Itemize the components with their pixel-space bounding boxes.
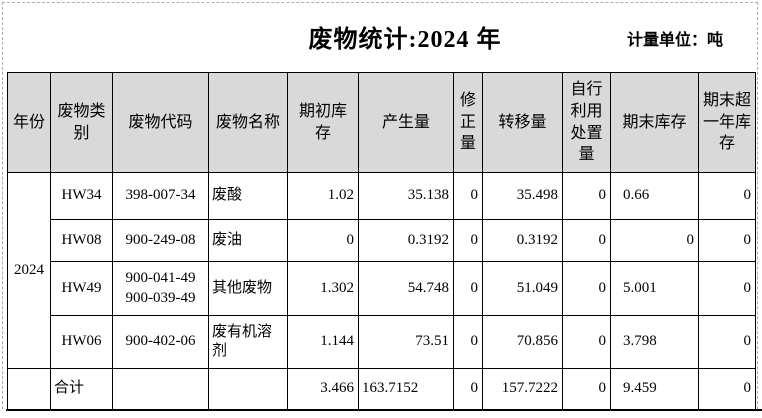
cell-category: HW49 [50, 261, 113, 316]
cell-total-generated: 163.7152 [358, 368, 454, 410]
cell-code: 900-041-49 900-039-49 [112, 261, 209, 316]
cell-opening: 1.302 [287, 261, 359, 316]
cell-corrected: 0 [453, 172, 483, 220]
cell-over-one-year: 0 [698, 315, 756, 369]
cell-total-label: 合计 [50, 368, 113, 410]
cell-year-empty [7, 368, 51, 410]
cell-total-closing: 9.459 [610, 368, 699, 410]
cell-over-one-year: 0 [698, 219, 756, 262]
cell-transferred: 70.856 [482, 315, 563, 369]
cell-corrected: 0 [453, 219, 483, 262]
cell-opening: 0 [287, 219, 359, 262]
cell-generated: 73.51 [358, 315, 454, 369]
header-waste-name: 废物名称 [208, 72, 288, 173]
waste-statistics-table: 年份 废物类别 废物代码 废物名称 期初库存 产生量 修正量 转移量 自行利用处… [7, 72, 756, 410]
cell-self-disposal: 0 [562, 172, 611, 220]
page-title: 废物统计:2024 年 [308, 27, 502, 53]
cell-total-corrected: 0 [453, 368, 483, 410]
cell-code-empty [112, 368, 209, 410]
cell-category: HW34 [50, 172, 113, 220]
cell-transferred: 0.3192 [482, 219, 563, 262]
cell-closing: 0 [610, 219, 699, 262]
cell-total-self-disposal: 0 [562, 368, 611, 410]
cell-total-over-one-year: 0 [698, 368, 756, 410]
table-row: HW08 900-249-08 废油 0 0.3192 0 0.3192 0 0… [8, 219, 756, 262]
header-closing-stock: 期末库存 [610, 72, 699, 173]
header-over-one-year-stock: 期末超一年库存 [698, 72, 756, 173]
cell-name: 废酸 [208, 172, 288, 220]
cell-closing: 3.798 [610, 315, 699, 369]
cell-self-disposal: 0 [562, 219, 611, 262]
table-row: HW06 900-402-06 废有机溶剂 1.144 73.51 0 70.8… [8, 315, 756, 369]
cell-closing: 5.001 [610, 261, 699, 316]
cell-corrected: 0 [453, 315, 483, 369]
cell-total-transferred: 157.7222 [482, 368, 563, 410]
cell-year: 2024 [7, 172, 51, 369]
header-corrected: 修正量 [453, 72, 483, 173]
table-row: 2024 HW34 398-007-34 废酸 1.02 35.138 0 35… [7, 172, 756, 369]
cell-closing: 0.66 [610, 172, 699, 220]
cell-generated: 35.138 [358, 172, 454, 220]
header-opening-stock: 期初库存 [287, 72, 359, 173]
cell-category: HW06 [50, 315, 113, 369]
header-row: 年份 废物类别 废物代码 废物名称 期初库存 产生量 修正量 转移量 自行利用处… [7, 72, 756, 173]
cell-over-one-year: 0 [698, 261, 756, 316]
cell-self-disposal: 0 [562, 261, 611, 316]
header-waste-category: 废物类别 [50, 72, 113, 173]
cell-generated: 54.748 [358, 261, 454, 316]
cell-name: 废有机溶剂 [208, 315, 288, 369]
header-waste-code: 废物代码 [112, 72, 209, 173]
cell-category: HW08 [50, 219, 113, 262]
cell-code: 398-007-34 [112, 172, 209, 220]
header-transferred: 转移量 [482, 72, 563, 173]
cell-generated: 0.3192 [358, 219, 454, 262]
cell-transferred: 51.049 [482, 261, 563, 316]
cell-corrected: 0 [453, 261, 483, 316]
cell-name-empty [208, 368, 288, 410]
cell-name: 其他废物 [208, 261, 288, 316]
measure-unit-label: 计量单位：吨 [627, 32, 724, 49]
cell-opening: 1.144 [287, 315, 359, 369]
header-year: 年份 [7, 72, 51, 173]
cell-transferred: 35.498 [482, 172, 563, 220]
table-row: HW49 900-041-49 900-039-49 其他废物 1.302 54… [8, 261, 756, 316]
cell-opening: 1.02 [287, 172, 359, 220]
cell-code: 900-402-06 [112, 315, 209, 369]
cell-self-disposal: 0 [562, 315, 611, 369]
cell-over-one-year: 0 [698, 172, 756, 220]
header-generated: 产生量 [358, 72, 454, 173]
total-row: 合计 3.466 163.7152 0 157.7222 0 9.459 0 [7, 368, 756, 410]
cell-total-opening: 3.466 [287, 368, 359, 410]
cell-name: 废油 [208, 219, 288, 262]
cell-code: 900-249-08 [112, 219, 209, 262]
page-bottom-border [6, 409, 762, 411]
header-self-disposal: 自行利用处置量 [562, 72, 611, 173]
